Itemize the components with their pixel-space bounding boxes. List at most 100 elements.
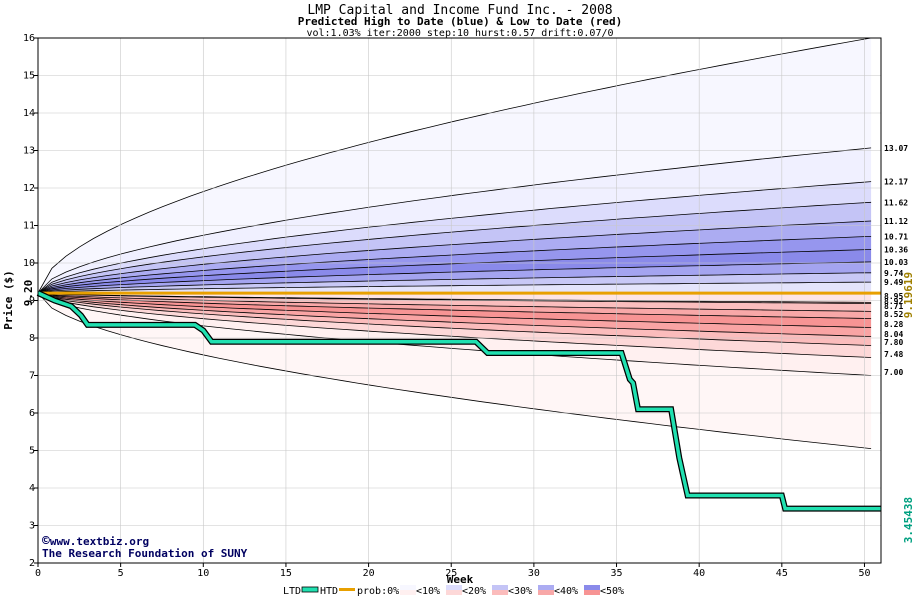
y-tick-label: 6 bbox=[29, 408, 35, 419]
band-high bbox=[38, 147, 872, 293]
band-low bbox=[38, 293, 872, 346]
y-axis-label: Price ($) bbox=[2, 270, 15, 330]
legend-swatch-blue bbox=[446, 585, 462, 590]
band-end-label: 13.07 bbox=[884, 144, 908, 153]
band-end-label: 10.36 bbox=[884, 246, 908, 255]
band-end-label: 8.92 bbox=[884, 297, 903, 306]
band-end-label: 10.03 bbox=[884, 258, 908, 267]
band-end-label: 12.17 bbox=[884, 178, 908, 187]
y-tick-label: 2 bbox=[29, 558, 35, 569]
band-boundary-line bbox=[37, 220, 872, 294]
band-boundary-line bbox=[37, 236, 872, 294]
band-high bbox=[38, 181, 872, 293]
chart-title: LMP Capital and Income Fund Inc. - 2008 bbox=[307, 3, 612, 18]
band-high bbox=[38, 261, 872, 293]
x-tick-label: 40 bbox=[693, 568, 705, 579]
series bbox=[36, 290, 881, 512]
last-price-label: 3.45438 bbox=[902, 497, 915, 543]
ltd-line bbox=[37, 291, 881, 511]
legend-label: HTD bbox=[320, 586, 338, 597]
chart-subtitle: Predicted High to Date (blue) & Low to D… bbox=[298, 15, 623, 28]
band-boundary-line bbox=[37, 261, 872, 294]
y-tick-label: 9 bbox=[29, 296, 35, 307]
band-boundary-line bbox=[37, 292, 872, 312]
legend: LTD HTD prob:0% <10% <20% <30% <40% <50% bbox=[283, 585, 624, 597]
band-boundary-line bbox=[37, 292, 872, 337]
x-tick-label: 5 bbox=[118, 568, 124, 579]
band-end-label: 8.04 bbox=[884, 330, 903, 339]
y-tick-label: 5 bbox=[29, 446, 35, 457]
legend-swatch-red bbox=[400, 590, 416, 595]
band-end-label: 9.74 bbox=[884, 269, 903, 278]
band-low bbox=[38, 293, 872, 303]
band-boundary-line bbox=[37, 181, 872, 294]
copyright-icon: © bbox=[42, 534, 50, 549]
legend-swatch-htd bbox=[339, 588, 355, 591]
y-tick-label: 13 bbox=[23, 146, 35, 157]
start-price-label: 9.20 bbox=[22, 280, 35, 307]
band-end-label: 11.12 bbox=[884, 217, 908, 226]
legend-swatch-red bbox=[538, 590, 554, 595]
band-end-label: 8.95 bbox=[884, 292, 903, 301]
band-low bbox=[38, 293, 872, 376]
grid bbox=[37, 37, 881, 564]
legend-label: <20% bbox=[462, 586, 486, 597]
band-high bbox=[38, 221, 872, 293]
y-tick-label: 3 bbox=[29, 521, 35, 532]
y-tick-label: 16 bbox=[23, 33, 35, 44]
band-boundary-line bbox=[37, 292, 872, 449]
y-tick-label: 14 bbox=[23, 108, 35, 119]
x-tick-label: 0 bbox=[35, 568, 41, 579]
credit-org: The Research Foundation of SUNY bbox=[42, 547, 248, 560]
band-low bbox=[38, 293, 872, 358]
band-boundary-line bbox=[37, 147, 872, 294]
y-tick-label: 11 bbox=[23, 221, 35, 232]
band-low bbox=[38, 293, 872, 337]
credit-site-text: www.textbiz.org bbox=[50, 535, 149, 548]
legend-swatch-red bbox=[584, 590, 600, 595]
band-boundary-line bbox=[37, 37, 872, 294]
chart-params: vol:1.03% iter:2000 step:10 hurst:0.57 d… bbox=[306, 28, 613, 39]
legend-swatch-blue bbox=[400, 585, 416, 590]
legend-label: <50% bbox=[600, 586, 624, 597]
band-high bbox=[38, 282, 872, 293]
probability-bands bbox=[37, 37, 872, 449]
legend-swatch-red bbox=[446, 590, 462, 595]
band-high bbox=[38, 249, 872, 293]
legend-label: LTD bbox=[283, 586, 301, 597]
band-boundary-line bbox=[37, 292, 872, 319]
band-boundary-line bbox=[37, 292, 872, 304]
x-tick-label: 35 bbox=[611, 568, 623, 579]
band-low bbox=[38, 293, 872, 312]
x-tick-label: 10 bbox=[197, 568, 209, 579]
current-price-label: 9.19619 bbox=[902, 272, 915, 318]
legend-label: <30% bbox=[508, 586, 532, 597]
legend-swatch-ltd bbox=[301, 586, 319, 593]
y-tick-label: 4 bbox=[29, 483, 35, 494]
band-boundary-line bbox=[37, 249, 872, 294]
band-end-label: 8.71 bbox=[884, 302, 903, 311]
y-tick-label: 10 bbox=[23, 258, 35, 269]
x-tick-label: 25 bbox=[445, 568, 457, 579]
band-high bbox=[38, 236, 872, 293]
band-high-outer bbox=[38, 38, 872, 293]
band-high bbox=[38, 202, 872, 293]
legend-swatch-blue bbox=[538, 585, 554, 590]
band-boundary-line bbox=[37, 292, 872, 328]
x-tick-label: 45 bbox=[776, 568, 788, 579]
axis-ticks: 0 5 10 15 20 25 30 35 40 45 5023456789101112131415… bbox=[23, 33, 871, 579]
band-end-labels: 13.07 12.17 11.62 11.12 10.71 10.36 10.03 9.749… bbox=[884, 144, 908, 377]
legend-label: <40% bbox=[554, 586, 578, 597]
band-low bbox=[38, 293, 872, 304]
band-end-label: 9.49 bbox=[884, 278, 903, 287]
y-tick-label: 15 bbox=[23, 71, 35, 82]
band-boundary-line bbox=[37, 201, 872, 294]
legend-label: prob:0% bbox=[357, 586, 399, 597]
legend-swatch-blue bbox=[492, 585, 508, 590]
band-end-label: 7.48 bbox=[884, 350, 903, 359]
legend-swatch-red bbox=[492, 590, 508, 595]
band-end-label: 8.52 bbox=[884, 310, 903, 319]
y-tick-label: 7 bbox=[29, 371, 35, 382]
